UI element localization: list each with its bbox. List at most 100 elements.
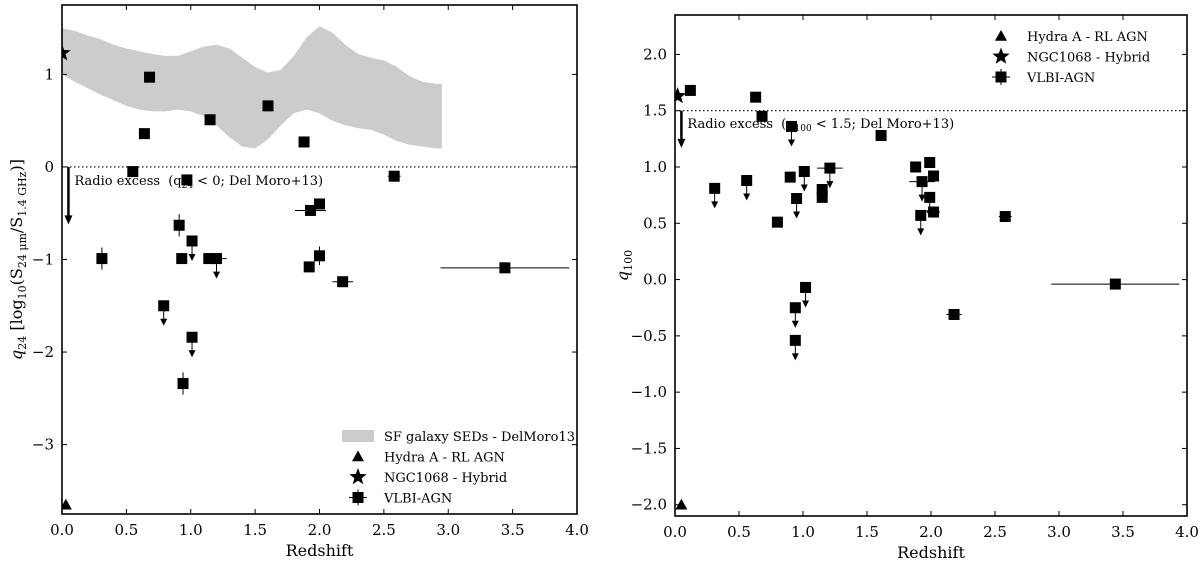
vlbi-agn-point	[785, 120, 797, 147]
vlbi-agn-point	[927, 206, 940, 218]
x-tick-label: 2.0	[919, 523, 943, 541]
vlbi-agn-marker	[211, 253, 222, 265]
vlbi-agn-marker	[204, 114, 216, 126]
vlbi-agn-marker	[798, 165, 810, 177]
vlbi-agn-marker	[999, 211, 1011, 223]
vlbi-agn-marker	[173, 219, 185, 231]
vlbi-agn-marker	[337, 276, 349, 288]
vlbi-agn-marker	[1109, 278, 1121, 290]
legend: Hydra A - RL AGN NGC1068 - Hybrid VLBI-AGN	[992, 30, 1150, 86]
ngc1068-marker	[62, 44, 71, 61]
legend-label: SF galaxy SEDs - DelMoro13	[384, 430, 575, 445]
vlbi-agn-marker	[910, 161, 922, 173]
vlbi-agn-marker	[924, 191, 936, 203]
vlbi-agn-point	[998, 211, 1012, 223]
legend: SF galaxy SEDs - DelMoro13 Hydra A - RL A…	[342, 430, 575, 507]
vlbi-agn-point	[158, 300, 170, 326]
legend-hydra-marker	[352, 450, 364, 462]
vlbi-agn-marker	[314, 250, 325, 262]
vlbi-agn-point	[127, 166, 139, 178]
vlbi-agn-marker	[756, 110, 768, 122]
x-tick-label: 4.0	[565, 521, 589, 539]
vlbi-agn-point	[177, 372, 189, 395]
upper-limit-arrow-head	[160, 318, 168, 326]
upper-limit-arrow-head	[800, 184, 808, 192]
y-tick-label: −1.5	[631, 439, 667, 457]
x-tick-label: 2.5	[983, 523, 1007, 541]
legend-band-swatch	[342, 430, 374, 442]
x-tick-label: 1.0	[791, 523, 815, 541]
y-tick-label: 0.5	[643, 214, 667, 232]
vlbi-agn-point	[176, 253, 188, 265]
y-tick-label: −1.0	[631, 383, 667, 401]
plot-frame	[674, 14, 1188, 517]
vlbi-agn-marker	[303, 261, 315, 273]
vlbi-agn-marker	[304, 204, 316, 216]
vlbi-agn-point	[298, 136, 310, 148]
vlbi-agn-point	[186, 235, 198, 261]
vlbi-agn-point	[816, 184, 828, 196]
radio-excess-arrow-head	[64, 215, 73, 225]
x-axis-title: Redshift	[286, 541, 354, 560]
radio-excess-annotation: Radio excess (q24 < 0; Del Moro+13)	[74, 174, 323, 191]
vlbi-agn-marker	[789, 334, 801, 346]
vlbi-agn-point	[684, 84, 696, 96]
sf-galaxy-band	[62, 26, 442, 149]
upper-limit-arrow-head	[188, 253, 196, 261]
x-tick-label: 0.0	[50, 521, 74, 539]
legend-label: NGC1068 - Hybrid	[384, 471, 507, 486]
hydra-a-marker	[62, 498, 72, 510]
vlbi-agn-marker	[684, 84, 696, 96]
legend-label: Hydra A - RL AGN	[384, 451, 505, 466]
y-tick-label: −2.0	[631, 496, 667, 514]
y-tick-label: 0.0	[643, 271, 667, 289]
vlbi-agn-marker	[96, 253, 108, 265]
vlbi-agn-point	[928, 170, 940, 182]
plot-area	[675, 84, 1187, 510]
x-tick-label: 2.0	[308, 521, 332, 539]
vlbi-agn-point	[144, 71, 156, 83]
y-tick-label: −1	[32, 251, 54, 269]
x-tick-label: 3.5	[501, 521, 525, 539]
vlbi-agn-marker	[388, 170, 400, 182]
vlbi-agn-marker	[816, 184, 828, 196]
radio-excess-annotation: Radio excess (q100 < 1.5; Del Moro+13)	[687, 117, 954, 134]
vlbi-agn-marker	[176, 253, 188, 265]
y-axis-title: q24 [log10(S24 μm/S1.4 GHz)]	[7, 159, 29, 360]
vlbi-agn-point	[741, 174, 753, 201]
vlbi-agn-point	[798, 165, 810, 192]
x-tick-label: 1.5	[243, 521, 267, 539]
vlbi-agn-point	[909, 176, 935, 202]
x-tick-label: 4.0	[1175, 523, 1199, 541]
chart-panel-left: Radio excess (q24 < 0; Del Moro+13) 0.0 0.…	[7, 4, 589, 560]
vlbi-agn-marker	[499, 262, 511, 274]
x-tick-label: 3.0	[436, 521, 460, 539]
x-tick-label: 1.5	[855, 523, 879, 541]
vlbi-agn-marker	[144, 71, 156, 83]
vlbi-agn-marker	[915, 209, 927, 221]
vlbi-agn-marker	[875, 129, 887, 141]
vlbi-agn-point	[314, 246, 325, 266]
y-tick-label: 0	[44, 158, 54, 176]
legend-label: Hydra A - RL AGN	[1027, 30, 1148, 45]
chart-panel-right: Radio excess (q100 < 1.5; Del Moro+13) 0.…	[613, 14, 1199, 562]
legend-label: NGC1068 - Hybrid	[1027, 51, 1150, 66]
upper-limit-arrow-head	[791, 353, 799, 361]
vlbi-agn-marker	[750, 91, 762, 103]
upper-limit-arrow-head	[213, 271, 220, 279]
x-axis-title: Redshift	[897, 543, 965, 562]
x-tick-label: 1.0	[179, 521, 203, 539]
upper-limit-arrow-head	[918, 194, 926, 202]
vlbi-agn-point	[96, 247, 108, 270]
y-axis-title: q100	[613, 250, 635, 281]
vlbi-agn-point	[915, 209, 927, 236]
vlbi-agn-point	[789, 334, 801, 361]
vlbi-agn-point	[789, 302, 801, 328]
vlbi-agn-marker	[262, 100, 274, 112]
y-tick-label: 1	[44, 65, 54, 83]
vlbi-agn-marker	[924, 156, 936, 168]
vlbi-agn-point	[186, 331, 198, 358]
vlbi-agn-point	[816, 191, 828, 203]
vlbi-agn-marker	[771, 216, 783, 228]
